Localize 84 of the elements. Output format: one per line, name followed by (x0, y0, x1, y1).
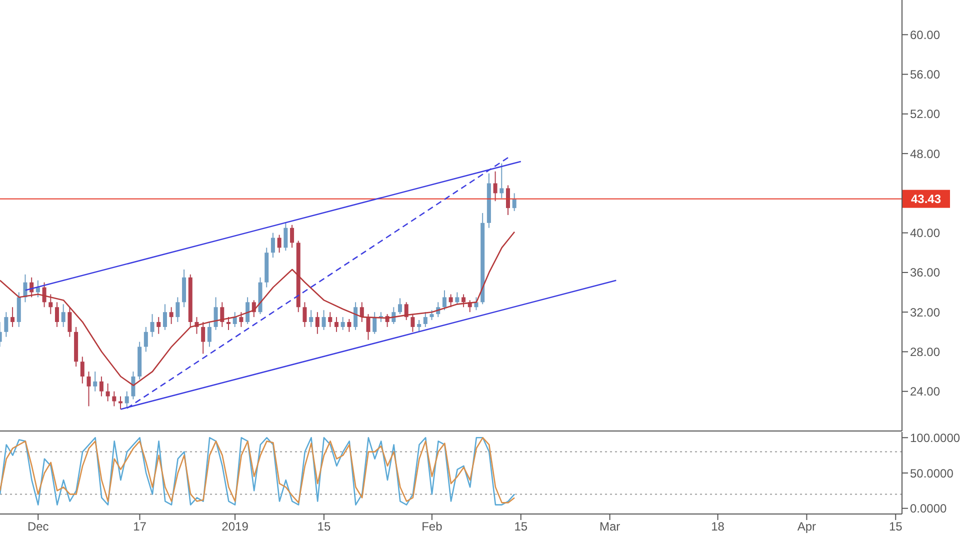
candlestick (448, 294, 453, 308)
candlestick (372, 312, 377, 334)
candlestick (48, 294, 53, 315)
candlestick (334, 316, 338, 332)
candlestick (10, 306, 15, 328)
candlestick (417, 320, 422, 332)
y-tick-label: 100.0000 (910, 430, 960, 445)
candlestick (455, 292, 460, 305)
candlestick (93, 371, 98, 392)
x-tick-label: 17 (133, 520, 147, 534)
candlestick (270, 232, 275, 258)
x-tick-label: Mar (599, 520, 620, 534)
candlestick (207, 322, 212, 348)
y-tick-label: 52.00 (910, 107, 940, 122)
candlestick (112, 390, 116, 407)
x-tick-label: 15 (514, 520, 528, 534)
candlestick (277, 234, 282, 254)
y-tick-label: 60.00 (910, 28, 940, 42)
candlestick (144, 326, 148, 352)
candlestick (500, 162, 504, 199)
x-tick-label: 15 (888, 520, 903, 534)
candlestick (36, 280, 40, 298)
y-tick-label: 24.00 (910, 384, 940, 399)
candlestick (61, 304, 66, 328)
candlestick (360, 302, 364, 323)
candlestick (131, 371, 136, 400)
candlestick (226, 316, 230, 330)
candlestick (54, 302, 59, 328)
candlestick (290, 224, 294, 248)
candlestick (162, 304, 167, 330)
candlestick (150, 314, 154, 338)
candlestick (156, 316, 161, 334)
candlestick (169, 306, 174, 324)
candlestick (430, 310, 434, 321)
candlestick (302, 302, 307, 328)
candlestick (214, 296, 218, 330)
y-tick-label: 56.00 (910, 68, 940, 82)
candlestick (328, 312, 332, 328)
candlestick (220, 302, 224, 328)
x-tick-label: 18 (711, 520, 725, 534)
candlestick (124, 390, 129, 408)
candlestick (80, 356, 84, 384)
x-tick-label: 2019 (222, 520, 249, 534)
y-tick-label: 48.00 (910, 146, 940, 161)
candlestick (398, 298, 402, 315)
candlestick (322, 310, 326, 330)
x-tick-label: Apr (797, 520, 816, 534)
candlestick (347, 318, 352, 332)
candlestick (493, 170, 498, 202)
ref-line-label: 43.43 (910, 192, 942, 206)
candlestick (86, 371, 91, 407)
candlestick (423, 312, 428, 328)
x-tick-label: 15 (317, 520, 331, 534)
y-tick-label: 28.00 (910, 344, 940, 359)
candlestick (239, 312, 244, 328)
candlestick (68, 306, 72, 338)
candlestick (99, 376, 104, 397)
candlestick (118, 396, 123, 410)
candlestick (512, 192, 516, 212)
candlestick (410, 314, 415, 332)
candlestick (246, 296, 250, 324)
y-tick-label: 0.0000 (910, 502, 948, 516)
y-tick-label: 32.00 (910, 305, 940, 320)
candlestick (176, 296, 180, 323)
x-tick-label: Feb (422, 520, 443, 534)
candlestick (354, 302, 358, 330)
candlestick (442, 290, 446, 311)
candlestick (106, 382, 110, 402)
candlestick (366, 314, 370, 340)
y-tick-label: 50.0000 (910, 466, 954, 480)
candlestick (284, 222, 288, 252)
y-tick-label: 40.00 (910, 226, 940, 240)
candlestick (201, 322, 206, 354)
candlestick (462, 294, 466, 308)
candlestick (506, 184, 510, 216)
candlestick (378, 312, 383, 323)
candlestick (309, 310, 314, 328)
x-tick-label: Dec (27, 520, 49, 534)
candlestick (340, 316, 345, 330)
candlestick (232, 312, 237, 328)
candlestick (404, 302, 408, 321)
candlestick (4, 312, 8, 338)
y-tick-label: 36.00 (910, 266, 940, 280)
candlestick (315, 312, 320, 334)
